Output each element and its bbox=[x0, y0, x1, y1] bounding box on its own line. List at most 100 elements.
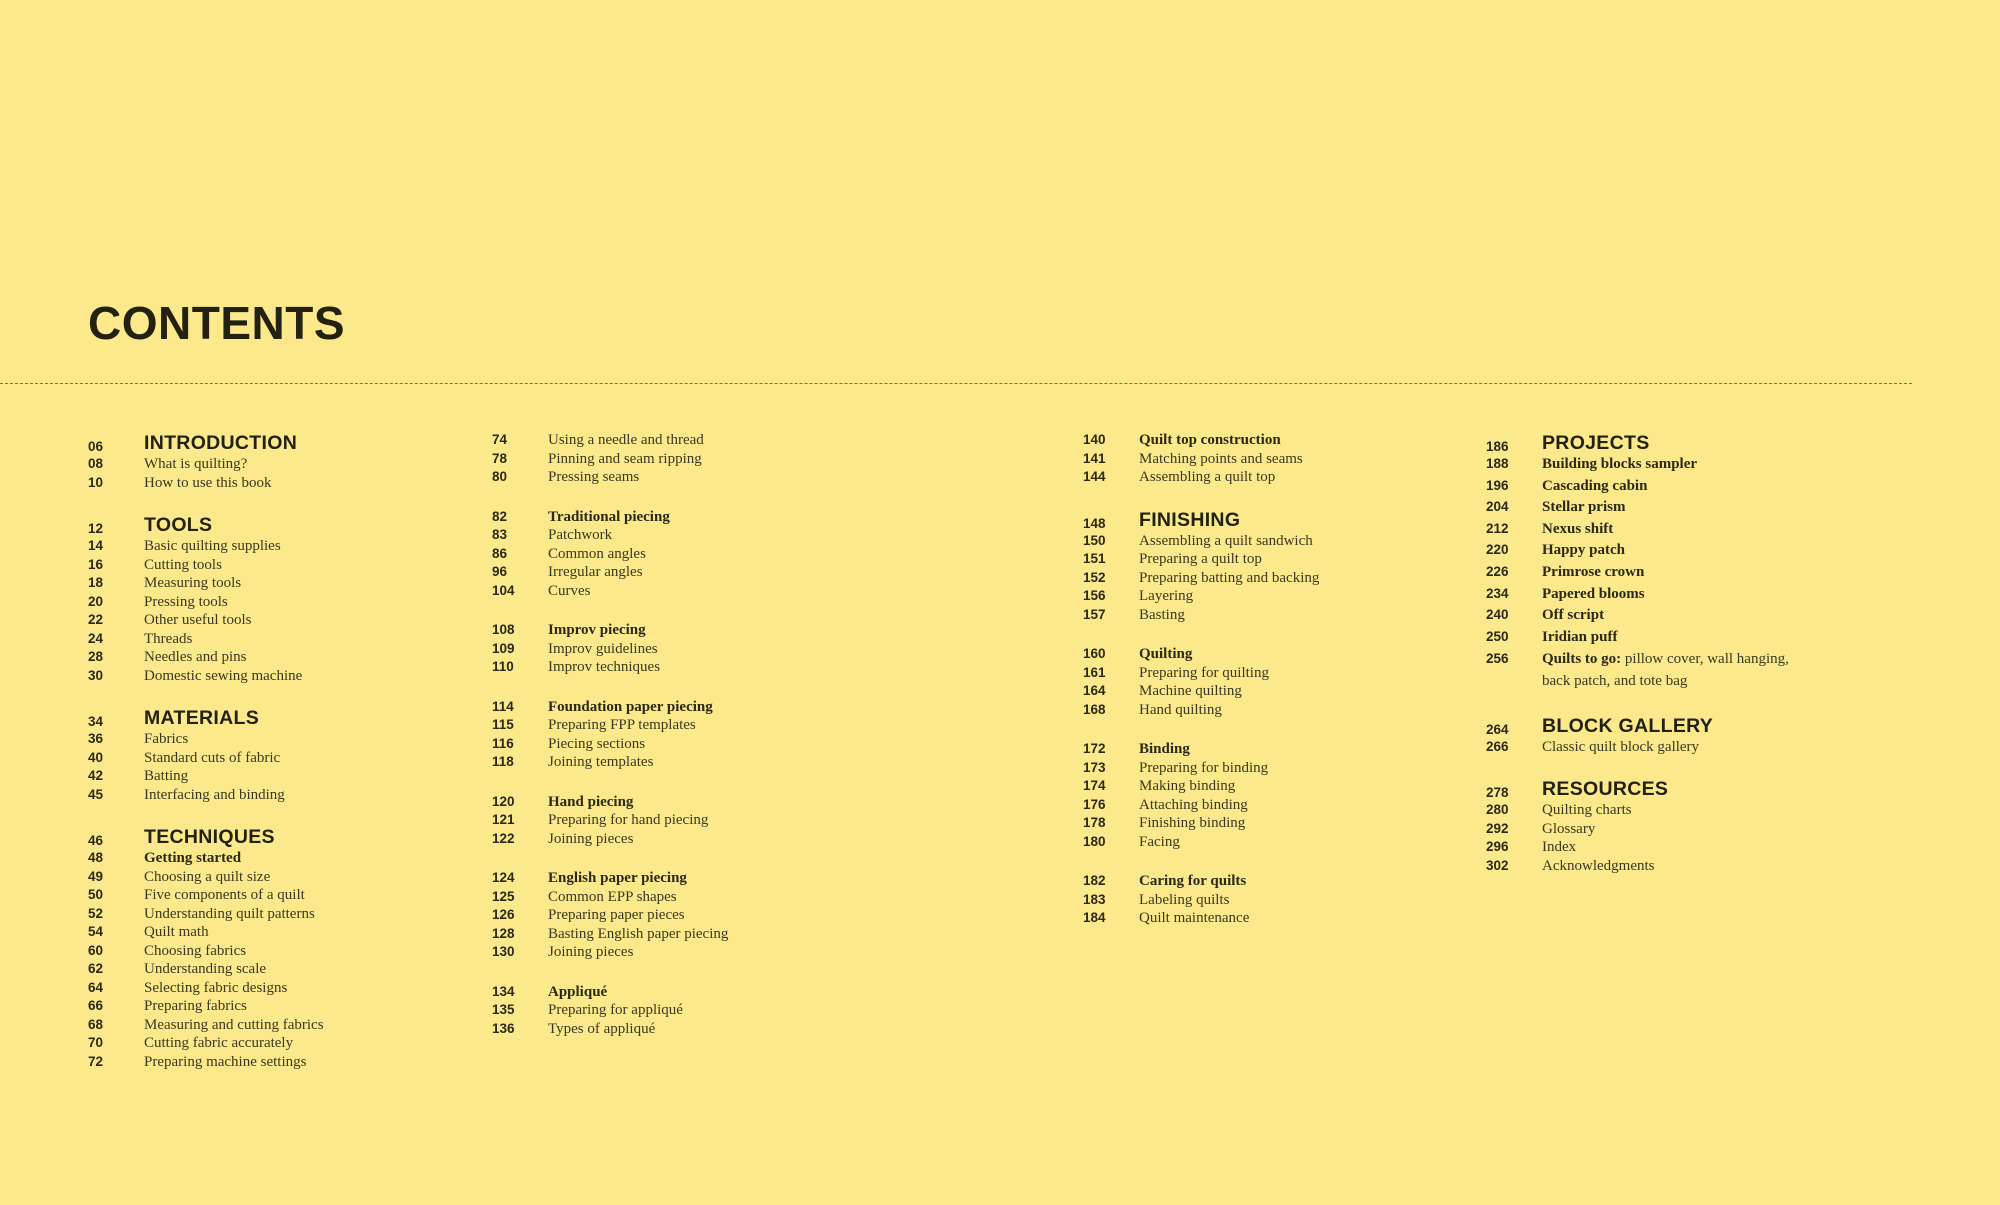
toc-entry[interactable]: 30 Domestic sewing machine bbox=[88, 667, 324, 686]
toc-entry[interactable]: 36 Fabrics bbox=[88, 730, 324, 749]
toc-entry[interactable]: 70 Cutting fabric accurately bbox=[88, 1034, 324, 1053]
toc-entry[interactable]: 128 Basting English paper piecing bbox=[492, 925, 728, 944]
toc-entry[interactable]: 45 Interfacing and binding bbox=[88, 786, 324, 805]
toc-entry[interactable]: 28 Needles and pins bbox=[88, 648, 324, 667]
toc-entry[interactable]: 150 Assembling a quilt sandwich bbox=[1083, 532, 1319, 551]
toc-entry[interactable]: 110 Improv techniques bbox=[492, 658, 728, 677]
toc-entry[interactable]: 136 Types of appliqué bbox=[492, 1020, 728, 1039]
toc-entry[interactable]: 83 Patchwork bbox=[492, 526, 728, 545]
toc-entry[interactable]: 78 Pinning and seam ripping bbox=[492, 450, 728, 469]
toc-entry[interactable]: 212 Nexus shift bbox=[1486, 520, 1812, 542]
toc-entry[interactable]: 204 Stellar prism bbox=[1486, 498, 1812, 520]
toc-section-heading[interactable]: 06 INTRODUCTION bbox=[88, 431, 324, 455]
toc-entry[interactable]: 48 Getting started bbox=[88, 849, 324, 868]
toc-entry[interactable]: 86 Common angles bbox=[492, 545, 728, 564]
entry-title: Acknowledgments bbox=[1542, 857, 1655, 874]
toc-entry[interactable]: 164 Machine quilting bbox=[1083, 682, 1319, 701]
toc-entry[interactable]: 120 Hand piecing bbox=[492, 793, 728, 812]
toc-entry[interactable]: 109 Improv guidelines bbox=[492, 640, 728, 659]
toc-entry[interactable]: 156 Layering bbox=[1083, 587, 1319, 606]
toc-entry[interactable]: 54 Quilt math bbox=[88, 923, 324, 942]
toc-entry[interactable]: 124 English paper piecing bbox=[492, 869, 728, 888]
toc-entry[interactable]: 157 Basting bbox=[1083, 606, 1319, 625]
toc-entry[interactable]: 161 Preparing for quilting bbox=[1083, 664, 1319, 683]
toc-entry[interactable]: 22 Other useful tools bbox=[88, 611, 324, 630]
toc-section-heading[interactable]: 12 TOOLS bbox=[88, 513, 324, 537]
toc-section-heading[interactable]: 264 BLOCK GALLERY bbox=[1486, 714, 1812, 738]
toc-entry[interactable]: 49 Choosing a quilt size bbox=[88, 868, 324, 887]
toc-entry[interactable]: 74 Using a needle and thread bbox=[492, 431, 728, 450]
toc-entry[interactable]: 234 Papered blooms bbox=[1486, 585, 1812, 607]
toc-entry[interactable]: 14 Basic quilting supplies bbox=[88, 537, 324, 556]
toc-entry[interactable]: 10 How to use this book bbox=[88, 474, 324, 493]
toc-entry[interactable]: 168 Hand quilting bbox=[1083, 701, 1319, 720]
toc-entry[interactable]: 80 Pressing seams bbox=[492, 468, 728, 487]
page-number: 116 bbox=[492, 735, 514, 751]
toc-entry[interactable]: 196 Cascading cabin bbox=[1486, 477, 1812, 499]
toc-entry[interactable]: 108 Improv piecing bbox=[492, 621, 728, 640]
toc-entry[interactable]: 08 What is quilting? bbox=[88, 455, 324, 474]
toc-entry[interactable]: 240 Off script bbox=[1486, 606, 1812, 628]
toc-entry[interactable]: 180 Facing bbox=[1083, 833, 1319, 852]
toc-section: 148 FINISHING 150 Assembling a quilt sandwi… bbox=[1083, 508, 1319, 625]
toc-entry[interactable]: 174 Making binding bbox=[1083, 777, 1319, 796]
toc-entry[interactable]: 20 Pressing tools bbox=[88, 593, 324, 612]
toc-entry[interactable]: 60 Choosing fabrics bbox=[88, 942, 324, 961]
toc-entry[interactable]: 266 Classic quilt block gallery bbox=[1486, 738, 1812, 757]
toc-entry[interactable]: 220 Happy patch bbox=[1486, 541, 1812, 563]
toc-entry[interactable]: 122 Joining pieces bbox=[492, 830, 728, 849]
toc-entry[interactable]: 115 Preparing FPP templates bbox=[492, 716, 728, 735]
toc-entry[interactable]: 62 Understanding scale bbox=[88, 960, 324, 979]
toc-entry[interactable]: 226 Primrose crown bbox=[1486, 563, 1812, 585]
toc-entry[interactable]: 292 Glossary bbox=[1486, 820, 1812, 839]
toc-section-heading[interactable]: 278 RESOURCES bbox=[1486, 777, 1812, 801]
toc-entry[interactable]: 104 Curves bbox=[492, 582, 728, 601]
toc-entry[interactable]: 173 Preparing for binding bbox=[1083, 759, 1319, 778]
toc-entry[interactable]: 280 Quilting charts bbox=[1486, 801, 1812, 820]
toc-entry[interactable]: 151 Preparing a quilt top bbox=[1083, 550, 1319, 569]
toc-entry[interactable]: 160 Quilting bbox=[1083, 645, 1319, 664]
toc-entry[interactable]: 114 Foundation paper piecing bbox=[492, 698, 728, 717]
toc-entry[interactable]: 118 Joining templates bbox=[492, 753, 728, 772]
toc-entry[interactable]: 144 Assembling a quilt top bbox=[1083, 468, 1319, 487]
toc-entry[interactable]: 18 Measuring tools bbox=[88, 574, 324, 593]
toc-entry[interactable]: 302 Acknowledgments bbox=[1486, 857, 1812, 876]
toc-entry[interactable]: 64 Selecting fabric designs bbox=[88, 979, 324, 998]
toc-section-heading[interactable]: 148 FINISHING bbox=[1083, 508, 1319, 532]
toc-entry[interactable]: 250 Iridian puff bbox=[1486, 628, 1812, 650]
toc-entry[interactable]: 96 Irregular angles bbox=[492, 563, 728, 582]
toc-entry[interactable]: 130 Joining pieces bbox=[492, 943, 728, 962]
toc-entry[interactable]: 184 Quilt maintenance bbox=[1083, 909, 1319, 928]
toc-entry[interactable]: 134 Appliqué bbox=[492, 983, 728, 1002]
toc-section-heading[interactable]: 46 TECHNIQUES bbox=[88, 825, 324, 849]
toc-entry[interactable]: 52 Understanding quilt patterns bbox=[88, 905, 324, 924]
toc-entry[interactable]: 182 Caring for quilts bbox=[1083, 872, 1319, 891]
toc-entry[interactable]: 16 Cutting tools bbox=[88, 556, 324, 575]
toc-entry[interactable]: 68 Measuring and cutting fabrics bbox=[88, 1016, 324, 1035]
toc-entry[interactable]: 72 Preparing machine settings bbox=[88, 1053, 324, 1072]
toc-entry[interactable]: 126 Preparing paper pieces bbox=[492, 906, 728, 925]
toc-entry[interactable]: 183 Labeling quilts bbox=[1083, 891, 1319, 910]
toc-entry[interactable]: 296 Index bbox=[1486, 838, 1812, 857]
toc-entry[interactable]: 66 Preparing fabrics bbox=[88, 997, 324, 1016]
toc-section-heading[interactable]: 34 MATERIALS bbox=[88, 706, 324, 730]
toc-entry[interactable]: 116 Piecing sections bbox=[492, 735, 728, 754]
toc-entry[interactable]: 176 Attaching binding bbox=[1083, 796, 1319, 815]
toc-entry[interactable]: 141 Matching points and seams bbox=[1083, 450, 1319, 469]
page-number: 50 bbox=[88, 887, 104, 902]
toc-section-heading[interactable]: 186 PROJECTS bbox=[1486, 431, 1812, 455]
toc-entry[interactable]: 140 Quilt top construction bbox=[1083, 431, 1319, 450]
toc-entry[interactable]: 135 Preparing for appliqué bbox=[492, 1001, 728, 1020]
toc-entry[interactable]: 172 Binding bbox=[1083, 740, 1319, 759]
toc-entry[interactable]: 256 Quilts to go: pillow cover, wall hang… bbox=[1486, 649, 1812, 692]
toc-entry[interactable]: 121 Preparing for hand piecing bbox=[492, 811, 728, 830]
toc-entry[interactable]: 82 Traditional piecing bbox=[492, 508, 728, 527]
toc-entry[interactable]: 40 Standard cuts of fabric bbox=[88, 749, 324, 768]
toc-entry[interactable]: 178 Finishing binding bbox=[1083, 814, 1319, 833]
toc-entry[interactable]: 152 Preparing batting and backing bbox=[1083, 569, 1319, 588]
toc-entry[interactable]: 24 Threads bbox=[88, 630, 324, 649]
toc-entry[interactable]: 50 Five components of a quilt bbox=[88, 886, 324, 905]
toc-entry[interactable]: 188 Building blocks sampler bbox=[1486, 455, 1812, 477]
toc-entry[interactable]: 42 Batting bbox=[88, 767, 324, 786]
toc-entry[interactable]: 125 Common EPP shapes bbox=[492, 888, 728, 907]
